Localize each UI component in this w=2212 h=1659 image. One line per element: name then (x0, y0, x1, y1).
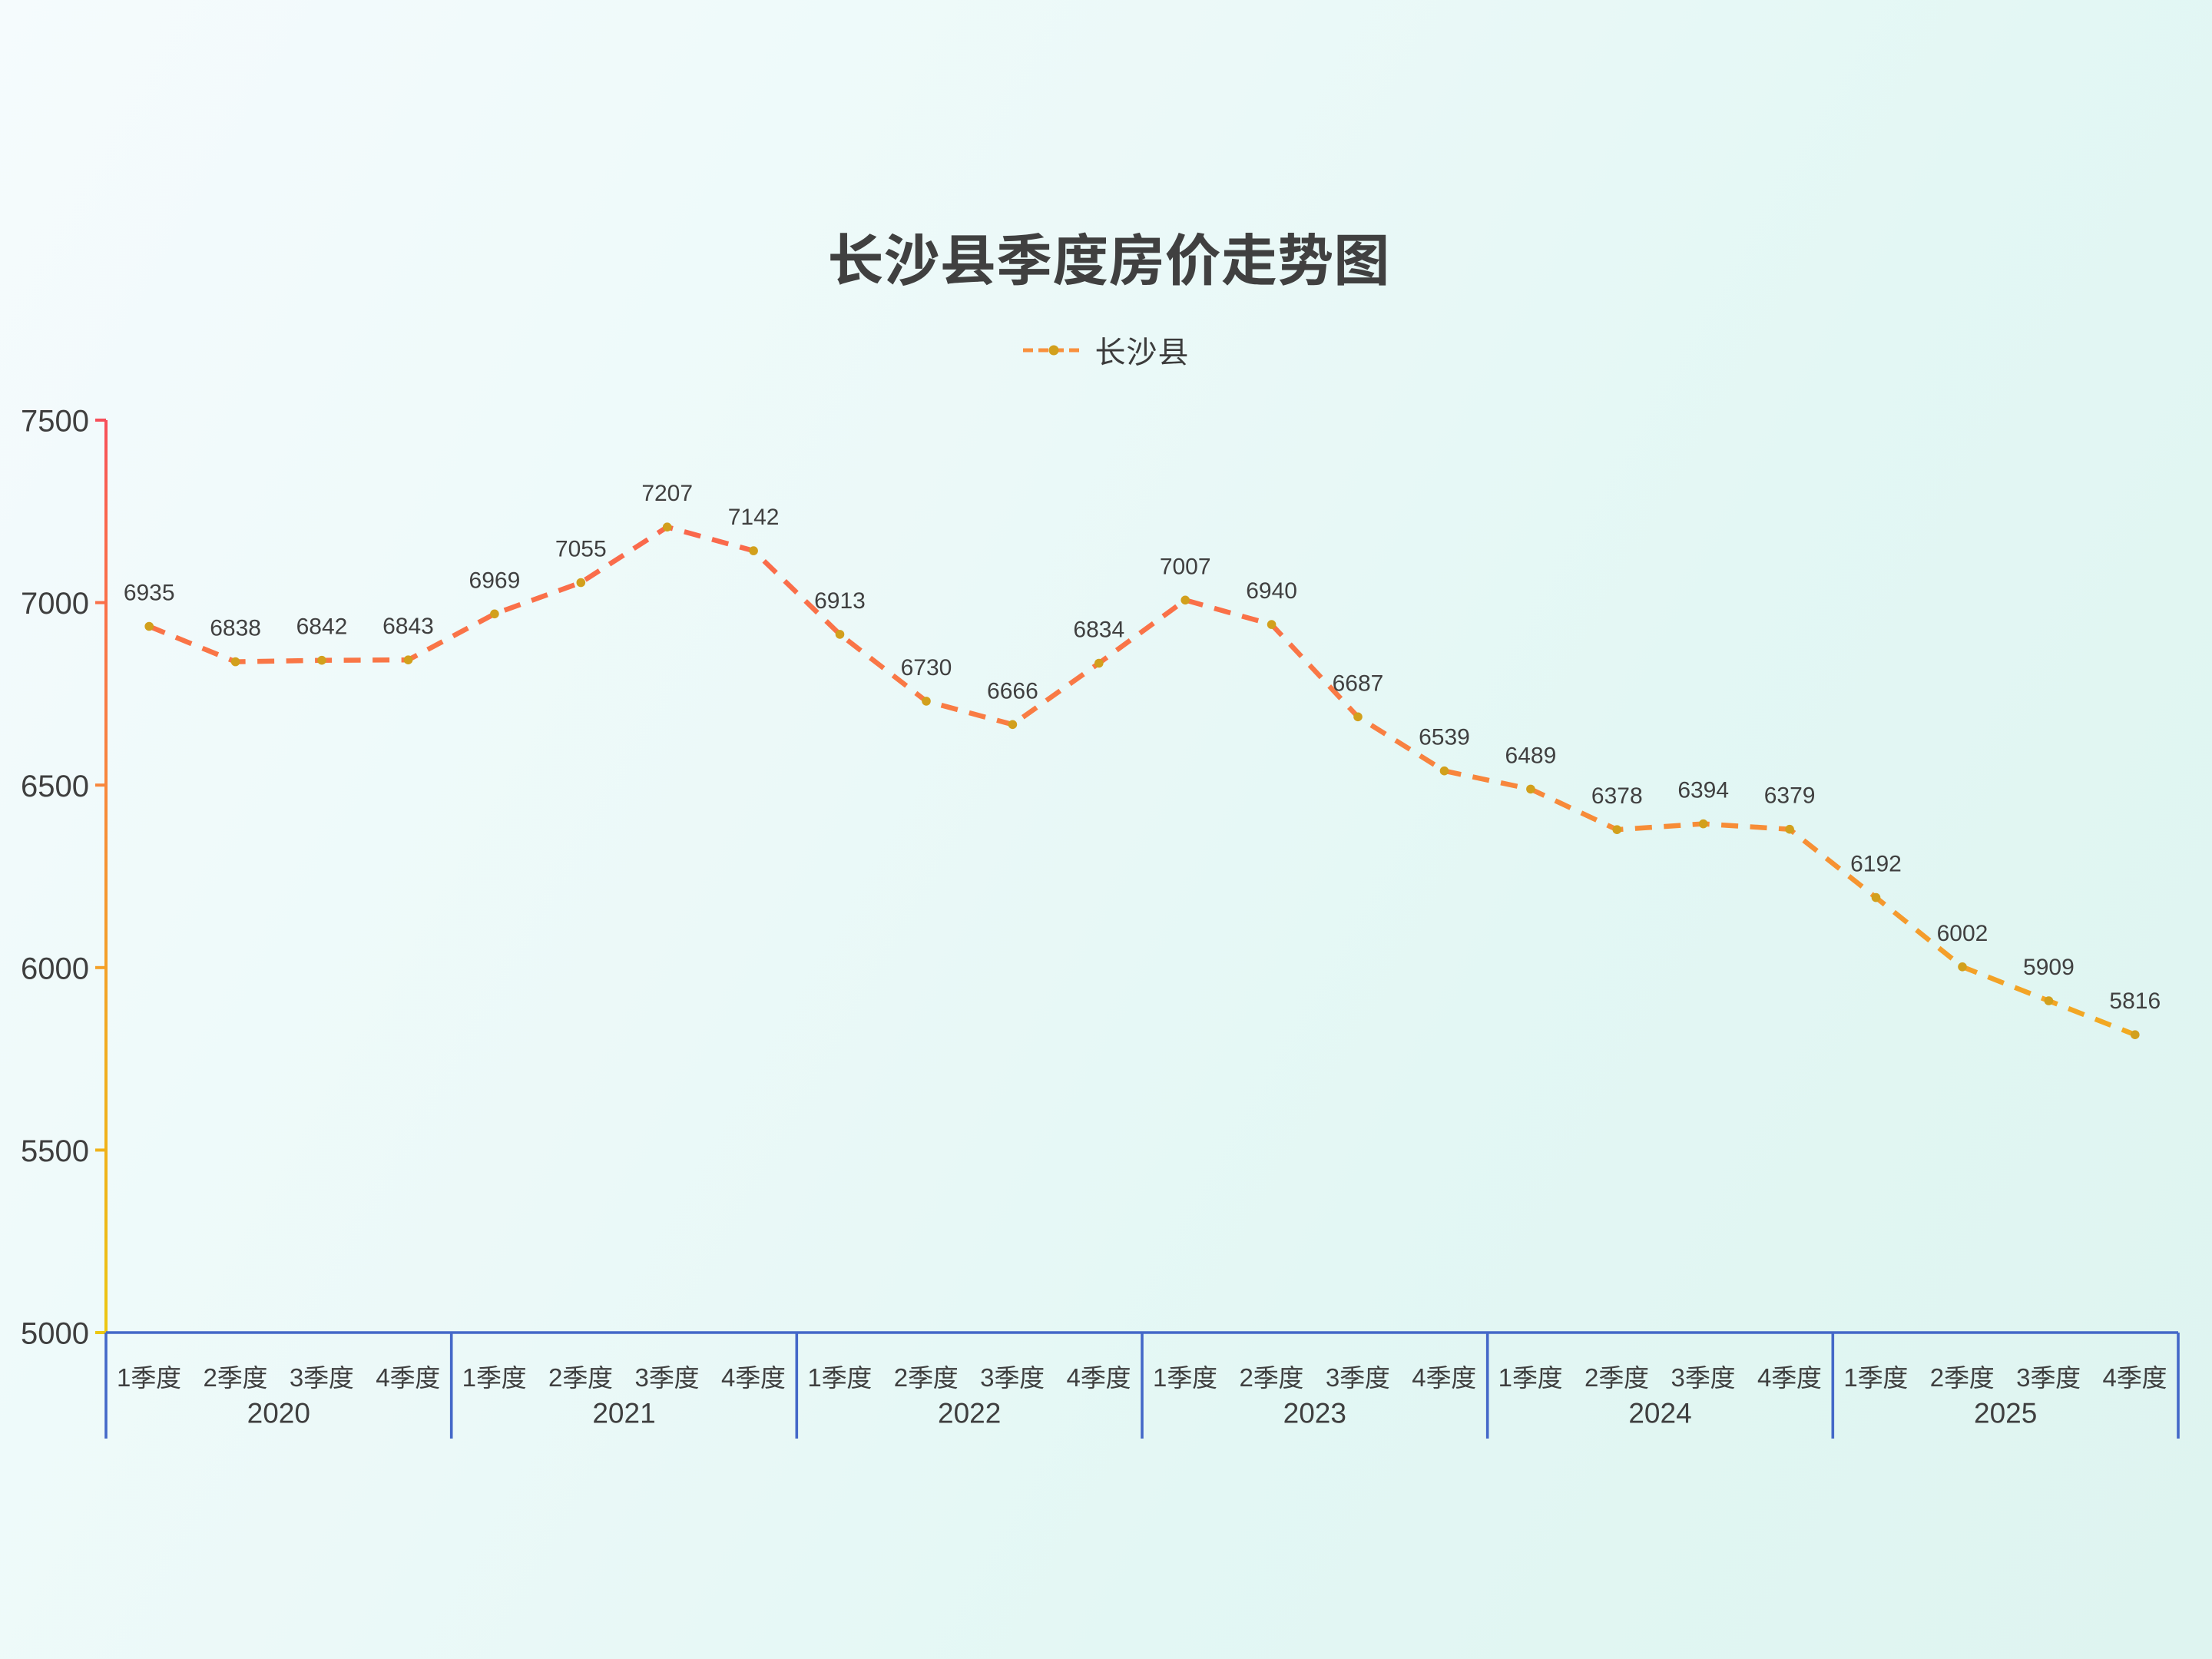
svg-text:2: 2 (1584, 1363, 1598, 1392)
svg-text:6002: 6002 (1937, 921, 1988, 946)
svg-text:7055: 7055 (555, 537, 607, 562)
svg-text:6940: 6940 (1246, 578, 1297, 604)
svg-text:1: 1 (117, 1363, 131, 1392)
svg-text:6379: 6379 (1764, 783, 1816, 809)
svg-text:2024: 2024 (1628, 1398, 1691, 1429)
svg-text:4: 4 (1067, 1363, 1081, 1392)
svg-text:2020: 2020 (247, 1398, 310, 1429)
svg-text:6838: 6838 (210, 616, 261, 641)
svg-text:3: 3 (635, 1363, 649, 1392)
svg-text:4: 4 (1757, 1363, 1771, 1392)
svg-text:6730: 6730 (901, 655, 952, 680)
svg-text:5500: 5500 (21, 1134, 89, 1168)
svg-text:7007: 7007 (1160, 554, 1211, 579)
svg-text:6687: 6687 (1333, 671, 1384, 696)
svg-text:2025: 2025 (1974, 1398, 2037, 1429)
svg-text:6969: 6969 (469, 568, 521, 593)
svg-text:3: 3 (290, 1363, 303, 1392)
svg-text:1: 1 (807, 1363, 821, 1392)
svg-text:4: 4 (1412, 1363, 1426, 1392)
svg-text:3: 3 (1671, 1363, 1685, 1392)
svg-text:6842: 6842 (296, 614, 348, 640)
svg-text:6500: 6500 (21, 770, 89, 803)
svg-text:5000: 5000 (21, 1317, 89, 1351)
svg-text:1: 1 (1498, 1363, 1512, 1392)
svg-text:5816: 5816 (2109, 988, 2161, 1014)
svg-text:2: 2 (548, 1363, 562, 1392)
svg-text:4: 4 (721, 1363, 735, 1392)
svg-text:1: 1 (1153, 1363, 1167, 1392)
svg-text:6843: 6843 (382, 614, 434, 639)
svg-text:4: 4 (2103, 1363, 2117, 1392)
svg-text:3: 3 (2016, 1363, 2030, 1392)
svg-text:6913: 6913 (814, 588, 866, 614)
svg-text:7207: 7207 (641, 481, 693, 506)
svg-text:6000: 6000 (21, 952, 89, 985)
svg-text:7500: 7500 (21, 405, 89, 439)
svg-text:6378: 6378 (1591, 783, 1643, 809)
svg-text:2: 2 (1930, 1363, 1944, 1392)
svg-text:6666: 6666 (987, 678, 1038, 704)
svg-text:2023: 2023 (1283, 1398, 1346, 1429)
svg-text:6192: 6192 (1850, 852, 1902, 877)
svg-text:2: 2 (203, 1363, 217, 1392)
svg-text:1: 1 (462, 1363, 476, 1392)
svg-text:6834: 6834 (1073, 618, 1124, 643)
svg-text:2021: 2021 (592, 1398, 655, 1429)
svg-text:6489: 6489 (1505, 743, 1557, 768)
svg-text:3: 3 (1326, 1363, 1339, 1392)
svg-text:2: 2 (894, 1363, 908, 1392)
svg-text:4: 4 (376, 1363, 389, 1392)
svg-text:3: 3 (980, 1363, 994, 1392)
svg-text:7142: 7142 (728, 505, 780, 530)
svg-text:5909: 5909 (2023, 955, 2075, 980)
svg-text:6539: 6539 (1419, 725, 1470, 750)
svg-text:2: 2 (1239, 1363, 1253, 1392)
svg-text:6935: 6935 (124, 581, 175, 606)
svg-text:2022: 2022 (938, 1398, 1001, 1429)
svg-text:7000: 7000 (21, 587, 89, 621)
svg-text:1: 1 (1843, 1363, 1857, 1392)
svg-text:6394: 6394 (1677, 778, 1729, 803)
